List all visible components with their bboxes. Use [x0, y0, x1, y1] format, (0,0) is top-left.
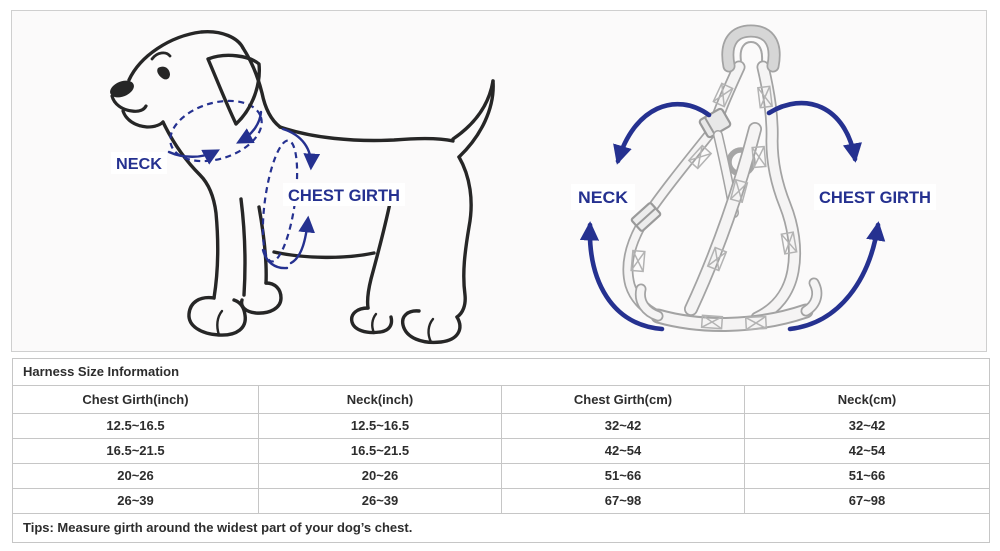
measure-arrows-harness: [579, 100, 886, 332]
table-cell: 12.5~16.5: [258, 414, 501, 439]
table-cell: 51~66: [744, 464, 989, 489]
table-cell: 16.5~21.5: [258, 439, 501, 464]
table-title: Harness Size Information: [13, 359, 989, 386]
harness-handle: [721, 24, 781, 73]
dog-illustration: NECK CHEST GIRTH: [110, 30, 495, 345]
table-cell: 42~54: [501, 439, 744, 464]
webbing-stitches: [630, 82, 798, 331]
table-cell: 51~66: [501, 464, 744, 489]
table-cell: 12.5~16.5: [13, 414, 258, 439]
size-table: Harness Size Information Chest Girth(inc…: [12, 358, 990, 543]
harness-neck-label-bg: [571, 184, 635, 210]
table-cell: 20~26: [258, 464, 501, 489]
table-cell: 26~39: [258, 489, 501, 514]
measure-arrows-dog: [167, 110, 321, 270]
sizing-diagram: NECK CHEST GIRTH: [110, 24, 936, 345]
dog-chest-label: CHEST GIRTH: [288, 187, 400, 205]
col-header-chest-girth-cm: Chest Girth(cm): [501, 386, 744, 414]
harness-illustration: NECK CHEST GIRTH: [571, 24, 936, 332]
table-cell: 26~39: [13, 489, 258, 514]
table-cell: 32~42: [744, 414, 989, 439]
dog-eye: [157, 66, 170, 80]
table-tips: Tips: Measure girth around the widest pa…: [23, 520, 413, 535]
dog-neck-label: NECK: [116, 156, 162, 173]
table-cell: 67~98: [744, 489, 989, 514]
triglide-buckle: [630, 202, 662, 232]
dog-nose: [110, 80, 134, 98]
harness-chest-label: CHEST GIRTH: [819, 188, 931, 207]
col-header-neck-cm: Neck(cm): [744, 386, 989, 414]
dog-neck-label-bg: [111, 152, 167, 174]
table-grid: Chest Girth(inch) Neck(inch) Chest Girth…: [13, 386, 989, 514]
dog-chest-label-bg: [283, 183, 405, 206]
table-cell: 67~98: [501, 489, 744, 514]
table-cell: 32~42: [501, 414, 744, 439]
table-cell: 16.5~21.5: [13, 439, 258, 464]
harness-neck-label: NECK: [578, 188, 629, 207]
table-cell: 42~54: [744, 439, 989, 464]
dog-ear: [206, 53, 261, 126]
table-cell: 20~26: [13, 464, 258, 489]
measurement-diagram-panel: NECK CHEST GIRTH: [11, 10, 987, 352]
harness-chest-label-bg: [814, 184, 936, 210]
col-header-neck-inch: Neck(inch): [258, 386, 501, 414]
col-header-chest-girth-inch: Chest Girth(inch): [13, 386, 258, 414]
